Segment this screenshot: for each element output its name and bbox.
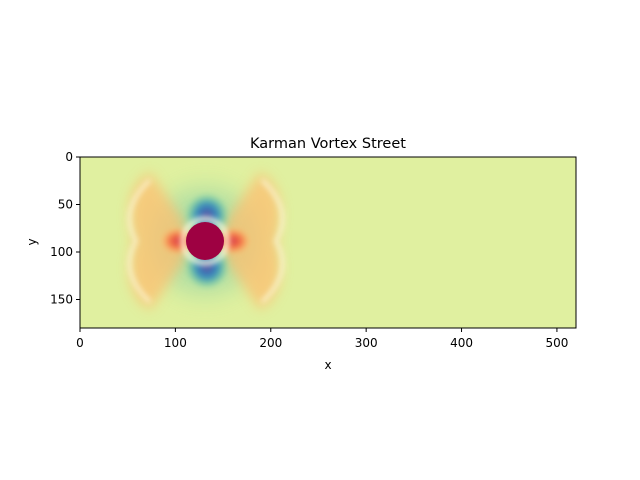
y-axis-label: y [25, 238, 39, 245]
x-tick-label: 100 [164, 336, 187, 350]
x-tick-label: 200 [259, 336, 282, 350]
y-axis: 0 50 100 150 [50, 150, 80, 307]
orange-band-right [225, 172, 281, 310]
rim-arc-right [260, 178, 284, 304]
y-tick-label: 0 [65, 150, 73, 164]
obstacle-disk [186, 222, 224, 260]
x-tick-label: 0 [76, 336, 84, 350]
x-tick-label: 300 [355, 336, 378, 350]
y-tick-label: 50 [58, 198, 73, 212]
orange-band-left [129, 172, 185, 310]
obstacle-ring [181, 217, 229, 265]
rim-arc-left [128, 178, 152, 304]
wake-field [128, 161, 284, 321]
x-axis: 0 100 200 300 400 500 [76, 328, 568, 350]
y-tick-label: 100 [50, 245, 73, 259]
x-tick-label: 400 [450, 336, 473, 350]
red-lobe-left [160, 227, 196, 255]
x-axis-label: x [324, 358, 331, 372]
y-tick-label: 150 [50, 293, 73, 307]
plot-area [80, 157, 576, 328]
x-tick-label: 500 [545, 336, 568, 350]
plot-frame [79, 156, 577, 329]
chart-title: Karman Vortex Street [250, 136, 406, 152]
